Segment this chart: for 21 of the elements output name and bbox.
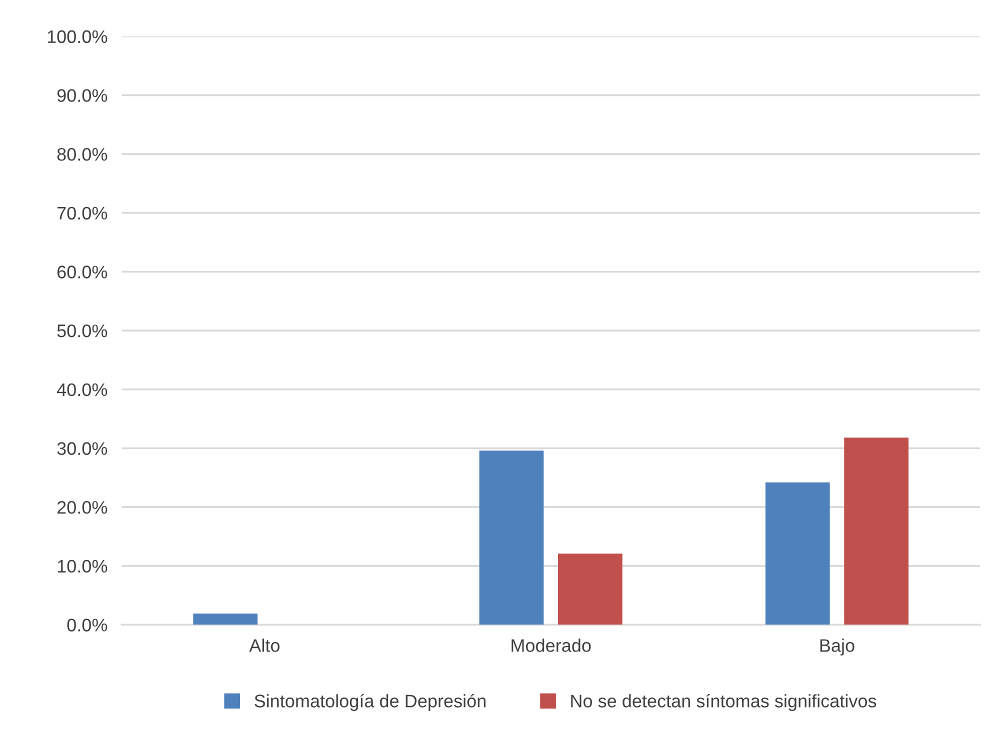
bar [558,554,622,625]
y-tick-label: 100.0% [48,30,108,44]
legend-label: Sintomatología de Depresión [254,694,486,712]
x-tick-label: Moderado [512,638,591,652]
y-tick-label: 40.0% [56,383,108,396]
bar [765,482,830,625]
y-tick-label: 20.0% [57,501,108,514]
bar [193,614,258,625]
y-tick-label: 30.0% [57,442,108,455]
y-tick-label: 0.0% [67,618,108,632]
bar [844,438,909,625]
bar [479,450,544,625]
y-tick-label: 90.0% [57,89,108,102]
y-tick-label: 10.0% [58,560,108,573]
x-tick-label: Alto [249,638,280,652]
y-tick-label: 50.0% [57,324,108,338]
y-tick-label: 80.0% [57,148,108,161]
y-tick-label: 70.0% [57,206,108,220]
legend-label: No se detectan síntomas significativos [571,694,876,712]
x-tick-label: Bajo [820,638,854,656]
y-tick-label: 60.0% [57,266,108,278]
